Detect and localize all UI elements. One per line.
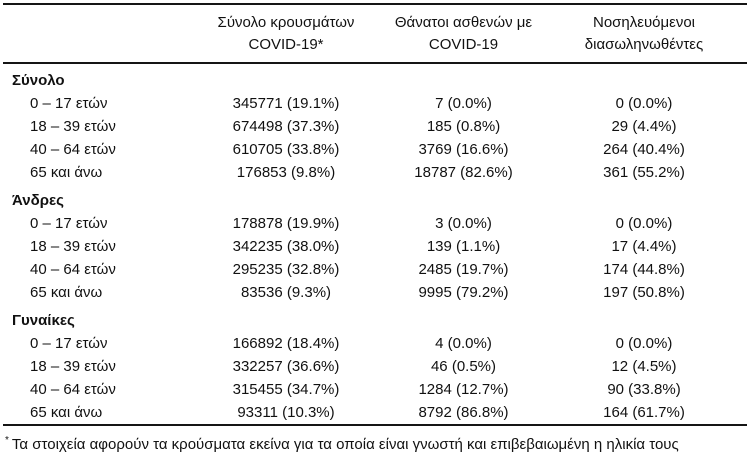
row-label: 18 – 39 ετών [30,358,116,375]
section-title: Γυναίκες [12,312,75,329]
deaths-cell: 185 (0.8%) [426,118,501,135]
section-title: Σύνολο [12,72,65,89]
cases-cell: 610705 (33.8%) [232,141,340,158]
row-label: 40 – 64 ετών [30,141,116,158]
deaths-cell: 9995 (79.2%) [418,284,509,301]
footnote-asterisk: * [5,435,9,446]
intubated-cell: 17 (4.4%) [611,238,677,255]
row-label: 40 – 64 ετών [30,261,116,278]
intubated-cell: 164 (61.7%) [603,404,685,421]
row-label: 18 – 39 ετών [30,238,116,255]
row-label: 65 και άνω [30,404,103,421]
intubated-cell: 361 (55.2%) [603,164,685,181]
table-row: 40 – 64 ετών 610705 (33.8%) 3769 (16.6%)… [3,138,747,161]
cases-cell: 178878 (19.9%) [232,215,340,232]
column-header-deaths: Θάνατοι ασθενών με COVID-19 [386,4,541,64]
table-row: 18 – 39 ετών 342235 (38.0%) 139 (1.1%) 1… [3,235,747,258]
footnote: * Τα στοιχεία αφορούν τα κρούσματα εκείνα… [5,431,747,454]
column-header-cases-line1: Σύνολο κρουσμάτων [217,14,355,31]
table-row: 0 – 17 ετών 166892 (18.4%) 4 (0.0%) 0 (0… [3,332,747,355]
cases-cell: 295235 (32.8%) [232,261,340,278]
cases-cell: 345771 (19.1%) [232,95,340,112]
deaths-cell: 3769 (16.6%) [418,141,509,158]
empty-header-cell [3,4,186,64]
column-header-deaths-line2: COVID-19 [428,36,499,53]
footnote-text: Τα στοιχεία αφορούν τα κρούσματα εκείνα … [11,436,679,453]
deaths-cell: 3 (0.0%) [435,215,492,232]
intubated-cell: 264 (40.4%) [603,141,685,158]
deaths-cell: 7 (0.0%) [435,95,492,112]
section-header-total: Σύνολο [3,63,747,92]
deaths-cell: 2485 (19.7%) [418,261,509,278]
table-row: 65 και άνω 176853 (9.8%) 18787 (82.6%) 3… [3,161,747,184]
deaths-cell: 139 (1.1%) [426,238,501,255]
deaths-cell: 1284 (12.7%) [418,381,509,398]
row-label: 65 και άνω [30,284,103,301]
deaths-cell: 4 (0.0%) [435,335,492,352]
section-header-men: Άνδρες [3,184,747,212]
table-row: 0 – 17 ετών 178878 (19.9%) 3 (0.0%) 0 (0… [3,212,747,235]
row-label: 0 – 17 ετών [30,215,108,232]
intubated-cell: 174 (44.8%) [603,261,685,278]
table-row: 18 – 39 ετών 332257 (36.6%) 46 (0.5%) 12… [3,355,747,378]
section-title: Άνδρες [12,192,64,209]
row-label: 40 – 64 ετών [30,381,116,398]
cases-cell: 83536 (9.3%) [240,284,332,301]
cases-cell: 674498 (37.3%) [232,118,340,135]
deaths-cell: 46 (0.5%) [430,358,497,375]
row-label: 0 – 17 ετών [30,335,108,352]
cases-cell: 342235 (38.0%) [232,238,340,255]
intubated-cell: 0 (0.0%) [615,215,673,232]
section-header-women: Γυναίκες [3,304,747,332]
intubated-cell: 29 (4.4%) [611,118,677,135]
row-label: 0 – 17 ετών [30,95,108,112]
intubated-cell: 197 (50.8%) [603,284,685,301]
intubated-cell: 90 (33.8%) [607,381,681,398]
column-header-cases: Σύνολο κρουσμάτων COVID-19* [186,4,386,64]
column-header-intubated-line1: Νοσηλευόμενοι [592,14,695,31]
covid-age-stats-table: Σύνολο κρουσμάτων COVID-19* Θάνατοι ασθε… [3,3,747,426]
column-header-intubated: Νοσηλευόμενοι διασωληνωθέντες [541,4,747,64]
cases-cell: 332257 (36.6%) [232,358,340,375]
column-header-deaths-line1: Θάνατοι ασθενών με [394,14,533,31]
intubated-cell: 0 (0.0%) [615,95,673,112]
deaths-cell: 18787 (82.6%) [414,164,513,181]
column-header-intubated-line2: διασωληνωθέντες [584,36,704,53]
table-row: 65 και άνω 83536 (9.3%) 9995 (79.2%) 197… [3,281,747,304]
cases-cell: 93311 (10.3%) [237,404,335,421]
row-label: 18 – 39 ετών [30,118,116,135]
header-row: Σύνολο κρουσμάτων COVID-19* Θάνατοι ασθε… [3,4,747,64]
row-label: 65 και άνω [30,164,103,181]
cases-cell: 315455 (34.7%) [232,381,340,398]
table-row: 65 και άνω 93311 (10.3%) 8792 (86.8%) 16… [3,401,747,425]
table-row: 40 – 64 ετών 315455 (34.7%) 1284 (12.7%)… [3,378,747,401]
table-row: 40 – 64 ετών 295235 (32.8%) 2485 (19.7%)… [3,258,747,281]
cases-cell: 176853 (9.8%) [236,164,336,181]
intubated-cell: 0 (0.0%) [615,335,673,352]
column-header-cases-line2: COVID-19* [248,36,324,53]
table-row: 18 – 39 ετών 674498 (37.3%) 185 (0.8%) 2… [3,115,747,138]
cases-cell: 166892 (18.4%) [232,335,340,352]
deaths-cell: 8792 (86.8%) [418,404,509,421]
table-row: 0 – 17 ετών 345771 (19.1%) 7 (0.0%) 0 (0… [3,92,747,115]
intubated-cell: 12 (4.5%) [611,358,677,375]
